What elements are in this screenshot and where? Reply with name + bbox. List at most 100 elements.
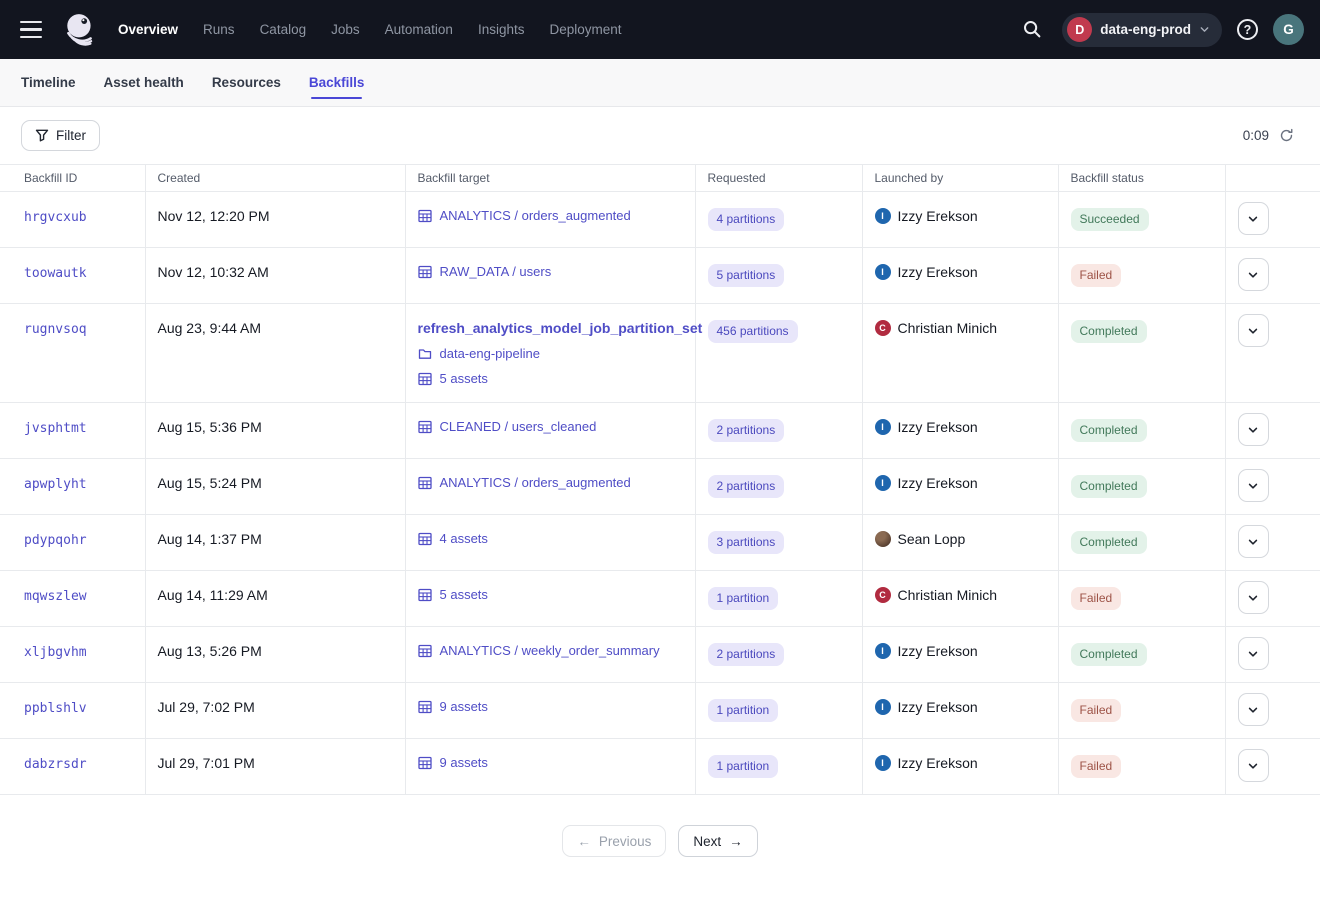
filter-button[interactable]: Filter	[21, 120, 100, 151]
backfill-target-line: 9 assets	[417, 699, 683, 714]
target-link[interactable]: 4 assets	[439, 531, 488, 546]
user-avatar[interactable]: G	[1273, 14, 1304, 45]
topnav-right: D data-eng-prod ? G	[1017, 12, 1304, 47]
asset-table-icon	[417, 532, 432, 546]
backfill-target-cell: ANALYTICS / orders_augmented	[404, 458, 695, 515]
backfill-id-link[interactable]: ppblshlv	[24, 701, 87, 716]
row-actions-button[interactable]	[1237, 258, 1269, 291]
launched-by-name: Izzy Erekson	[897, 208, 978, 224]
backfill-id-link[interactable]: mqwszlew	[24, 589, 87, 604]
tab-asset-health[interactable]: Asset health	[103, 75, 184, 90]
deployment-switcher[interactable]: D data-eng-prod	[1062, 12, 1222, 47]
backfill-id-link[interactable]: apwplyht	[24, 477, 87, 492]
backfill-id-link[interactable]: rugnvsoq	[24, 322, 87, 337]
target-link[interactable]: 9 assets	[439, 755, 488, 770]
backfill-id-link[interactable]: pdypqohr	[24, 533, 87, 548]
chevron-down-icon	[1248, 763, 1258, 769]
backfill-target-cell: ANALYTICS / orders_augmented	[404, 191, 695, 248]
table-row: mqwszlew Aug 14, 11:29 AM 5 assets 1 partit…	[0, 570, 1320, 627]
column-header-launched-by: Launched by	[861, 164, 1058, 192]
backfill-status-cell: Failed	[1057, 738, 1225, 795]
target-link[interactable]: ANALYTICS / weekly_order_summary	[439, 643, 660, 658]
backfill-id-cell: rugnvsoq	[0, 303, 145, 403]
backfill-target-cell: 9 assets	[404, 682, 695, 739]
topnav-item-catalog[interactable]: Catalog	[259, 22, 307, 37]
backfill-target-line: ANALYTICS / weekly_order_summary	[417, 643, 683, 658]
help-icon[interactable]: ?	[1237, 19, 1258, 40]
search-icon[interactable]	[1017, 15, 1047, 45]
launched-by-name: Izzy Erekson	[897, 475, 978, 491]
backfill-id-link[interactable]: toowautk	[24, 266, 87, 281]
backfill-id-link[interactable]: xljbgvhm	[24, 645, 87, 660]
status-badge: Failed	[1070, 587, 1122, 610]
asset-table-icon	[417, 209, 432, 223]
created-timestamp: Aug 13, 5:26 PM	[157, 643, 262, 659]
created-timestamp: Jul 29, 7:02 PM	[157, 699, 255, 715]
backfill-id-cell: hrgvcxub	[0, 191, 145, 248]
requested-partitions-badge: 2 partitions	[707, 643, 785, 666]
row-actions-button[interactable]	[1237, 202, 1269, 235]
topnav-item-automation[interactable]: Automation	[384, 22, 453, 37]
row-actions-button[interactable]	[1237, 693, 1269, 726]
backfill-id-link[interactable]: jvsphtmt	[24, 421, 87, 436]
target-link[interactable]: ANALYTICS / orders_augmented	[439, 208, 631, 223]
chevron-down-icon	[1248, 427, 1258, 433]
tab-resources[interactable]: Resources	[211, 75, 281, 90]
status-badge: Completed	[1070, 419, 1147, 442]
row-actions-button[interactable]	[1237, 525, 1269, 558]
topnav-item-overview[interactable]: Overview	[118, 22, 179, 37]
tab-timeline[interactable]: Timeline	[21, 75, 76, 90]
backfill-target-line: 5 assets	[417, 371, 683, 386]
created-cell: Aug 15, 5:36 PM	[144, 402, 405, 459]
topnav-item-deployment[interactable]: Deployment	[549, 22, 622, 37]
backfill-target-line: data-eng-pipeline	[418, 346, 683, 361]
refresh-countdown: 0:09	[1242, 128, 1269, 143]
previous-page-button[interactable]: ← Previous	[562, 825, 667, 857]
topnav-item-insights[interactable]: Insights	[477, 22, 525, 37]
target-link[interactable]: 5 assets	[439, 371, 488, 386]
requested-partitions-badge: 4 partitions	[707, 208, 785, 231]
status-badge: Completed	[1070, 475, 1147, 498]
target-link[interactable]: CLEANED / users_cleaned	[439, 419, 597, 434]
backfill-target-cell: 5 assets	[404, 570, 695, 627]
backfill-id-link[interactable]: dabzrsdr	[24, 757, 87, 772]
backfill-status-cell: Completed	[1057, 402, 1225, 459]
backfill-status-cell: Succeeded	[1057, 191, 1225, 248]
target-link[interactable]: refresh_analytics_model_job_partition_se…	[417, 320, 703, 336]
target-link[interactable]: data-eng-pipeline	[439, 346, 540, 361]
row-actions-button[interactable]	[1237, 637, 1269, 670]
next-page-button[interactable]: Next →	[678, 825, 758, 857]
requested-partitions-badge: 1 partition	[707, 587, 779, 610]
row-actions-button[interactable]	[1237, 581, 1269, 614]
target-link[interactable]: 5 assets	[439, 587, 488, 602]
launched-by-name: Izzy Erekson	[897, 755, 978, 771]
created-cell: Aug 13, 5:26 PM	[144, 626, 405, 683]
user-initial-avatar: I	[874, 643, 891, 659]
topnav-item-runs[interactable]: Runs	[203, 22, 235, 37]
topnav-item-jobs[interactable]: Jobs	[331, 22, 360, 37]
asset-table-icon	[417, 644, 432, 658]
created-cell: Jul 29, 7:01 PM	[144, 738, 405, 795]
table-header-row: Backfill ID Created Backfill target Request…	[0, 164, 1320, 192]
backfill-id-link[interactable]: hrgvcxub	[24, 210, 87, 225]
hamburger-menu-icon[interactable]	[16, 13, 50, 47]
refresh-icon[interactable]	[1276, 126, 1296, 146]
actions-cell	[1224, 402, 1320, 459]
status-badge: Failed	[1070, 264, 1122, 287]
created-cell: Aug 14, 11:29 AM	[144, 570, 405, 627]
tab-backfills[interactable]: Backfills	[309, 59, 364, 106]
deployment-name: data-eng-prod	[1100, 22, 1191, 37]
user-initial-avatar: I	[874, 264, 891, 280]
target-link[interactable]: RAW_DATA / users	[439, 264, 552, 279]
target-link[interactable]: 9 assets	[439, 699, 488, 714]
row-actions-button[interactable]	[1237, 469, 1269, 502]
backfill-target-line: RAW_DATA / users	[417, 264, 683, 279]
row-actions-button[interactable]	[1237, 413, 1269, 446]
pagination: ← Previous Next →	[0, 795, 1320, 897]
backfill-target-line: ANALYTICS / orders_augmented	[417, 208, 683, 223]
row-actions-button[interactable]	[1237, 314, 1269, 347]
status-badge: Failed	[1070, 755, 1122, 778]
target-link[interactable]: ANALYTICS / orders_augmented	[439, 475, 631, 490]
row-actions-button[interactable]	[1237, 749, 1269, 782]
user-initial-avatar: C	[874, 320, 891, 336]
